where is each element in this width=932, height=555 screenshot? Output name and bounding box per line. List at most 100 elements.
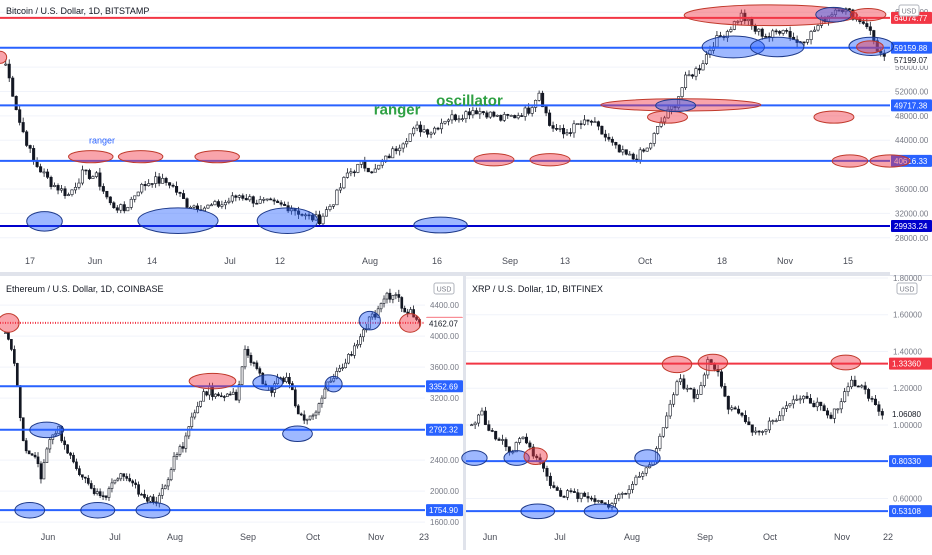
candle-body <box>743 414 747 423</box>
x-tick-label: Oct <box>306 532 321 542</box>
highlight-ellipse[interactable] <box>399 313 422 333</box>
candle-body <box>839 401 843 410</box>
candle-body <box>234 391 238 401</box>
candle-body <box>175 185 179 193</box>
highlight-ellipse[interactable] <box>529 153 571 167</box>
highlight-ellipse[interactable] <box>461 450 488 466</box>
highlight-ellipse[interactable] <box>813 110 855 124</box>
candle-body <box>258 199 262 204</box>
y-tick-label: 1.40000 <box>893 347 922 356</box>
candle-body <box>240 366 244 385</box>
highlight-ellipse[interactable] <box>358 310 381 331</box>
x-tick-label: 23 <box>419 532 429 542</box>
candle-body <box>422 129 426 133</box>
highlight-ellipse[interactable] <box>869 154 911 168</box>
candle-body <box>308 415 312 420</box>
candle-body <box>147 183 151 187</box>
highlight-ellipse[interactable] <box>815 6 852 23</box>
highlight-ellipse[interactable] <box>194 150 240 164</box>
candle-body <box>342 177 346 189</box>
highlight-ellipse[interactable] <box>634 449 661 467</box>
highlight-ellipse[interactable] <box>830 354 862 371</box>
candle-body <box>122 473 126 477</box>
candle-body <box>843 391 847 402</box>
candle-body <box>528 442 532 448</box>
x-tick-label: Jul <box>109 532 121 542</box>
candle-body <box>391 148 395 159</box>
candle-body <box>283 203 287 206</box>
highlight-ellipse[interactable] <box>256 207 319 235</box>
candle-body <box>373 313 377 318</box>
candle-body <box>548 475 552 486</box>
candle-body <box>680 87 684 97</box>
highlight-ellipse[interactable] <box>655 98 697 113</box>
highlight-ellipse[interactable] <box>473 153 515 167</box>
candle-body <box>589 120 593 123</box>
annotation-text[interactable]: ranger <box>89 135 115 145</box>
candle-body <box>806 39 810 43</box>
highlight-ellipse[interactable] <box>29 421 65 439</box>
highlight-ellipse[interactable] <box>683 4 859 27</box>
highlight-ellipse[interactable] <box>252 374 284 391</box>
candle-body <box>136 191 140 197</box>
candle-body <box>89 483 93 489</box>
currency-badge[interactable] <box>896 282 918 295</box>
candle-body <box>98 172 102 187</box>
candle-body <box>94 172 98 177</box>
highlight-ellipse[interactable] <box>523 447 548 465</box>
highlight-ellipse[interactable] <box>583 503 619 520</box>
level-price-label: 3352.69 <box>429 382 458 391</box>
candle-body <box>272 199 276 202</box>
candle-body <box>356 164 360 173</box>
highlight-ellipse[interactable] <box>117 150 164 164</box>
highlight-ellipse[interactable] <box>80 501 116 519</box>
highlight-ellipse[interactable] <box>137 207 219 235</box>
highlight-ellipse[interactable] <box>135 501 171 519</box>
level-price-label: 1754.90 <box>429 506 458 515</box>
annotation-text[interactable]: oscillator <box>436 92 503 109</box>
candle-body <box>285 376 288 383</box>
candle-body <box>747 421 751 426</box>
highlight-ellipse[interactable] <box>282 425 313 443</box>
candle-body <box>600 500 604 504</box>
highlight-ellipse[interactable] <box>661 355 693 374</box>
highlight-ellipse[interactable] <box>849 8 887 22</box>
highlight-ellipse[interactable] <box>856 40 884 54</box>
candle-body <box>537 92 541 101</box>
currency-badge[interactable] <box>433 282 455 295</box>
highlight-ellipse[interactable] <box>520 503 556 520</box>
candle-body <box>338 187 342 191</box>
candle-body <box>610 138 614 143</box>
candle-body <box>202 391 205 402</box>
highlight-ellipse[interactable] <box>0 313 20 333</box>
candle-body <box>49 176 53 187</box>
highlight-ellipse[interactable] <box>14 501 46 519</box>
candle-body <box>352 171 356 174</box>
annotation-text[interactable]: ranger <box>374 102 421 119</box>
highlight-ellipse[interactable] <box>749 36 805 58</box>
highlight-ellipse[interactable] <box>503 450 530 466</box>
candle-body <box>323 388 327 399</box>
candle-body <box>39 463 43 480</box>
candle-body <box>579 492 583 499</box>
highlight-ellipse[interactable] <box>646 110 689 124</box>
highlight-ellipse[interactable] <box>701 35 765 59</box>
candle-body <box>209 204 213 207</box>
candle-body <box>24 440 28 452</box>
highlight-ellipse[interactable] <box>697 353 729 372</box>
highlight-ellipse[interactable] <box>26 211 63 232</box>
highlight-ellipse[interactable] <box>831 154 869 168</box>
candle-body <box>865 23 869 28</box>
highlight-ellipse[interactable] <box>324 375 343 393</box>
highlight-ellipse[interactable] <box>0 50 8 64</box>
candle-body <box>300 214 304 216</box>
candle-body <box>255 202 259 205</box>
candle-body <box>273 383 276 393</box>
highlight-ellipse[interactable] <box>68 150 114 164</box>
candle-body <box>822 405 826 412</box>
currency-badge[interactable] <box>898 4 920 17</box>
level-price-tag <box>426 504 463 517</box>
candle-body <box>401 143 405 149</box>
highlight-ellipse[interactable] <box>413 216 468 234</box>
highlight-ellipse[interactable] <box>188 372 237 390</box>
